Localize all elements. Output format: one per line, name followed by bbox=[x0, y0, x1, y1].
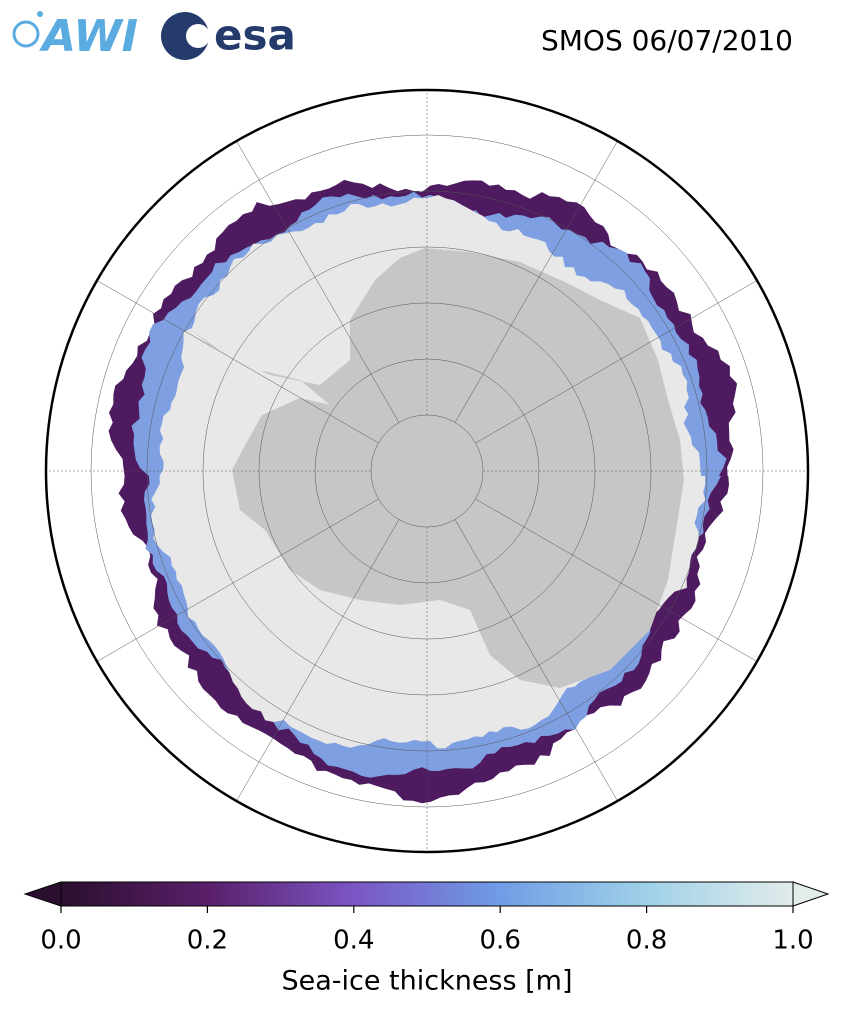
map bbox=[46, 90, 808, 852]
colorbar-tick-label: 1.0 bbox=[772, 926, 813, 956]
logo-awi-text: AWI bbox=[39, 11, 138, 62]
colorbar-extend-high bbox=[792, 881, 830, 907]
colorbar-tick-label: 0.4 bbox=[333, 926, 374, 956]
logo-awi: AWI bbox=[12, 11, 138, 62]
meridian-line bbox=[226, 124, 400, 423]
meridian-line bbox=[226, 519, 400, 818]
meridian-line bbox=[80, 270, 379, 444]
map-frame bbox=[44, 88, 810, 854]
map-title: SMOS 06/07/2010 bbox=[541, 24, 793, 57]
logo-esa: esa bbox=[161, 11, 296, 60]
antarctica bbox=[190, 248, 684, 688]
colorbar-extend-low bbox=[23, 881, 62, 907]
meridian-line bbox=[80, 498, 379, 672]
meridian-line bbox=[454, 124, 628, 423]
colorbar-tick-label: 0.2 bbox=[187, 926, 228, 956]
colorbar-tick-label: 0.8 bbox=[626, 926, 667, 956]
colorbar-tick-label: 0.0 bbox=[40, 926, 81, 956]
colorbar-gradient bbox=[60, 881, 794, 907]
meridian-line bbox=[475, 270, 774, 444]
meridian-line bbox=[454, 519, 628, 818]
meridian-line bbox=[475, 498, 774, 672]
colorbar-tick-label: 0.6 bbox=[480, 926, 521, 956]
colorbar-label: Sea-ice thickness [m] bbox=[281, 966, 572, 997]
logo-esa-text: esa bbox=[214, 11, 296, 60]
colorbar: Sea-ice thickness [m] 0.0 0.2 0.4 0.6 0.8 1.0 bbox=[23, 881, 830, 997]
